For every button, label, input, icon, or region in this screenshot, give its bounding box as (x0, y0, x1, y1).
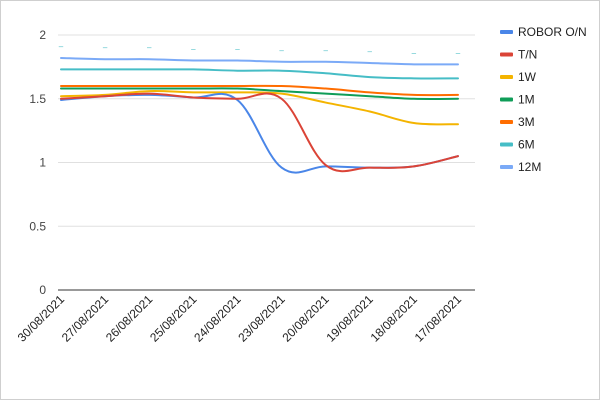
legend-item: 1W (500, 70, 537, 84)
annotation-mark: – (279, 46, 284, 55)
annotation-mark: – (59, 42, 64, 51)
legend-swatch (500, 97, 513, 102)
x-tick-label: 18/08/2021 (368, 292, 421, 345)
legend-item: 3M (500, 115, 535, 129)
y-axis-ticks: 0 0.5 1 1.5 2 (29, 28, 46, 297)
x-tick-label: 24/08/2021 (191, 292, 244, 345)
x-tick-label: 27/08/2021 (59, 292, 112, 345)
series-line-1w (60, 90, 459, 126)
gridlines (58, 34, 475, 291)
y-tick-label: 0.5 (29, 219, 46, 233)
x-axis-ticks: 30/08/202127/08/202126/08/202125/08/2021… (15, 292, 465, 345)
legend-label: 6M (518, 138, 535, 152)
annotation-mark: – (103, 43, 108, 52)
legend-item: 6M (500, 138, 535, 152)
legend-label: 12M (518, 160, 541, 174)
legend-swatch (500, 142, 513, 147)
legend-label: ROBOR O/N (518, 25, 587, 39)
series-line-robor-o-n (60, 92, 459, 174)
y-tick-label: 1.5 (29, 92, 46, 106)
annotation-marks: – – – – – – – – – – (59, 42, 461, 57)
series-line-6m (60, 68, 459, 80)
series-lines (60, 56, 459, 174)
legend-swatch (500, 165, 513, 169)
legend-item: 1M (500, 93, 535, 107)
x-tick-label: 26/08/2021 (103, 292, 156, 345)
series-line-1m (60, 87, 459, 100)
y-tick-label: 0 (39, 283, 46, 297)
legend-item: 12M (500, 160, 541, 174)
y-tick-label: 1 (39, 156, 46, 170)
legend-swatch (500, 75, 513, 79)
legend-item: ROBOR O/N (500, 25, 587, 39)
legend: ROBOR O/N T/N 1W 1M 3M 6M 12M (500, 25, 587, 174)
legend-swatch (500, 120, 513, 124)
x-tick-label: 30/08/2021 (15, 292, 68, 345)
series-line-12m (60, 56, 459, 66)
annotation-mark: – (368, 47, 373, 56)
annotation-mark: – (147, 43, 152, 52)
legend-label: 3M (518, 115, 535, 129)
annotation-mark: – (235, 45, 240, 54)
legend-swatch (500, 52, 513, 57)
legend-swatch (500, 30, 513, 34)
annotation-mark: – (323, 46, 328, 55)
x-tick-label: 23/08/2021 (235, 292, 288, 345)
legend-label: 1W (518, 70, 537, 84)
legend-label: 1M (518, 93, 535, 107)
x-tick-label: 19/08/2021 (324, 292, 377, 345)
x-tick-label: 25/08/2021 (147, 292, 200, 345)
legend-item: T/N (500, 48, 537, 62)
y-tick-label: 2 (39, 28, 46, 42)
x-tick-label: 17/08/2021 (412, 292, 465, 345)
x-tick-label: 20/08/2021 (279, 292, 332, 345)
annotation-mark: – (191, 45, 196, 54)
legend-label: T/N (518, 48, 537, 62)
annotation-mark: – (412, 48, 417, 57)
annotation-mark: – (456, 48, 461, 57)
series-line-t-n (60, 92, 459, 173)
series-line-3m (60, 84, 459, 97)
